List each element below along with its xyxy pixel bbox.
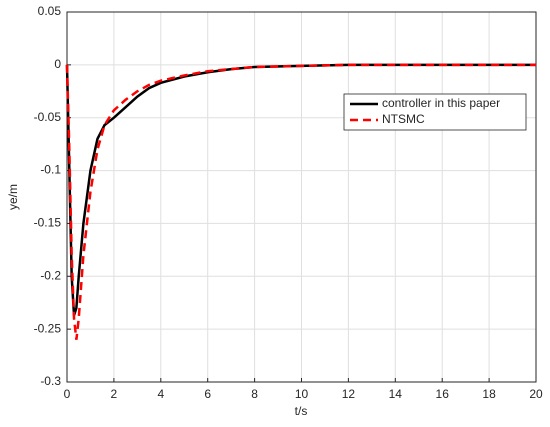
legend-label: NTSMC: [382, 112, 425, 126]
x-tick-label: 4: [157, 387, 164, 401]
x-tick-label: 0: [64, 387, 71, 401]
x-tick-label: 20: [529, 387, 543, 401]
y-tick-label: 0.05: [38, 4, 62, 18]
x-tick-label: 18: [482, 387, 496, 401]
x-tick-label: 6: [204, 387, 211, 401]
x-tick-label: 16: [436, 387, 450, 401]
x-tick-label: 14: [389, 387, 403, 401]
x-tick-label: 2: [111, 387, 118, 401]
y-tick-label: -0.05: [34, 110, 62, 124]
y-tick-label: -0.15: [34, 216, 62, 230]
y-tick-label: 0: [54, 57, 61, 71]
y-tick-label: -0.3: [40, 374, 61, 388]
legend-label: controller in this paper: [382, 96, 500, 110]
y-tick-label: -0.1: [40, 163, 61, 177]
legend-box: [343, 93, 527, 131]
x-tick-label: 8: [251, 387, 258, 401]
series-line: [65, 63, 536, 340]
y-tick-label: -0.2: [40, 268, 61, 282]
y-axis-label: ye/m: [6, 184, 20, 210]
x-tick-label: 12: [342, 387, 356, 401]
x-tick-label: 10: [295, 387, 309, 401]
x-axis-label: t/s: [295, 404, 308, 418]
axes-box: [66, 11, 537, 383]
y-tick-label: -0.25: [34, 321, 62, 335]
